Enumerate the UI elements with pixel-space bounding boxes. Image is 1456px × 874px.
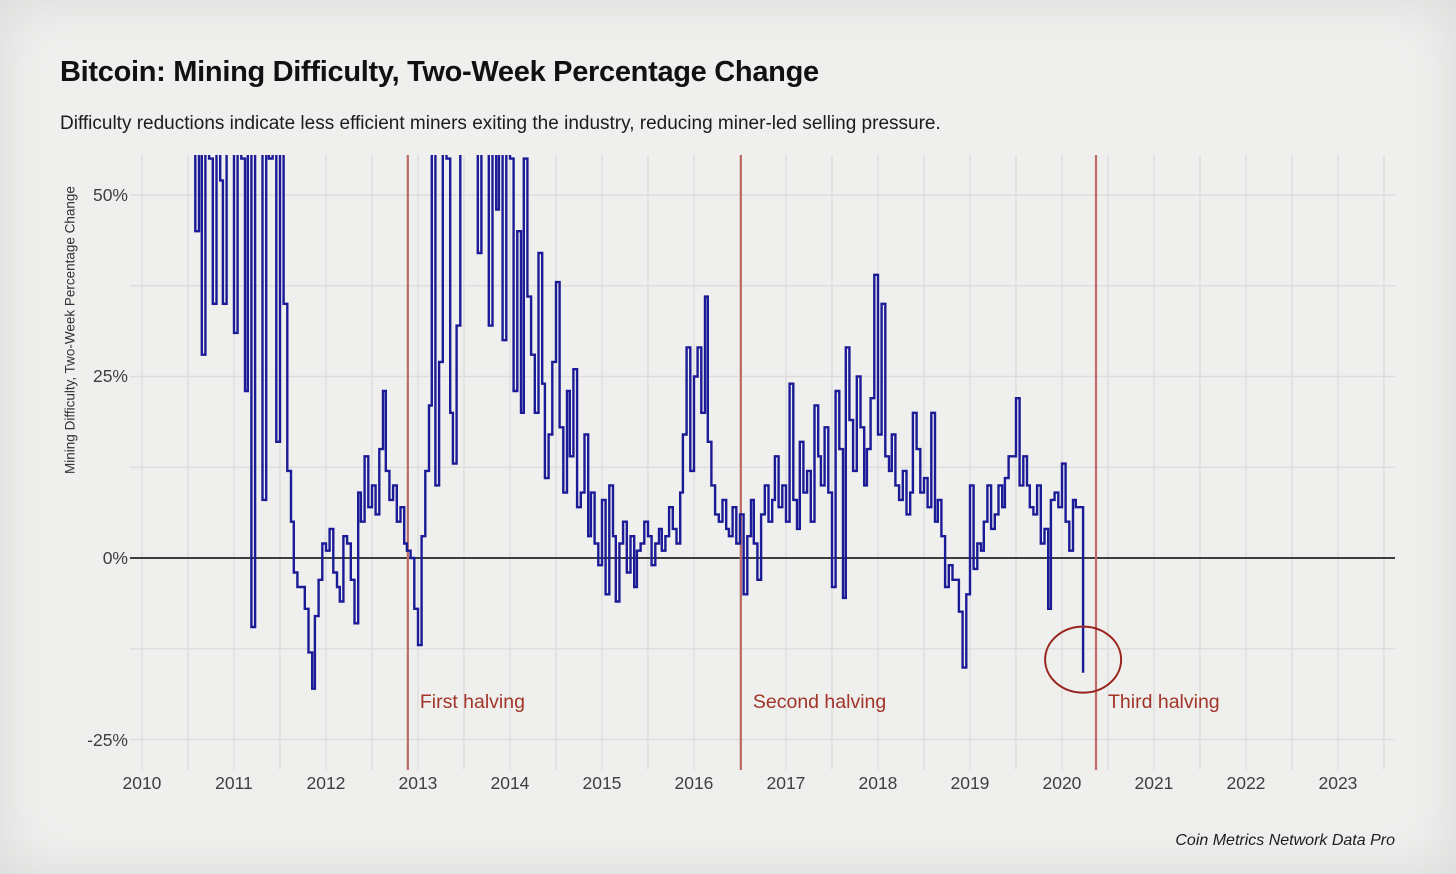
x-tick-label: 2013	[398, 773, 438, 793]
x-tick-label: 2011	[215, 773, 253, 793]
y-tick-label: 50%	[92, 184, 128, 205]
x-tick-label: 2023	[1318, 773, 1358, 793]
page-title: Bitcoin: Mining Difficulty, Two-Week Per…	[60, 56, 819, 88]
x-tick-label: 2017	[766, 773, 806, 793]
x-tick-label: 2016	[674, 773, 714, 793]
x-tick-label: 2022	[1226, 773, 1266, 793]
halving-annotation: Third halving	[1108, 691, 1220, 714]
x-tick-label: 2010	[122, 773, 162, 793]
halving-annotation: First halving	[419, 691, 525, 714]
halving-annotation: Second halving	[752, 691, 887, 714]
x-tick-label: 2020	[1042, 773, 1082, 793]
dip-highlight-circle	[1044, 625, 1123, 694]
footer-credit: Coin Metrics Network Data Pro	[1175, 832, 1395, 849]
x-tick-label: 2015	[582, 773, 622, 793]
x-tick-label: 2012	[306, 773, 346, 793]
x-tick-label: 2018	[858, 773, 898, 793]
y-tick-label: -25%	[87, 729, 128, 750]
x-tick-label: 2021	[1134, 773, 1174, 793]
x-tick-label: 2014	[490, 773, 530, 793]
difficulty-step-line	[194, 155, 1085, 690]
y-tick-label: 0%	[102, 547, 128, 568]
y-tick-label: 25%	[92, 366, 128, 387]
x-tick-label: 2019	[950, 773, 990, 793]
page-subtitle: Difficulty reductions indicate less effi…	[60, 113, 941, 134]
